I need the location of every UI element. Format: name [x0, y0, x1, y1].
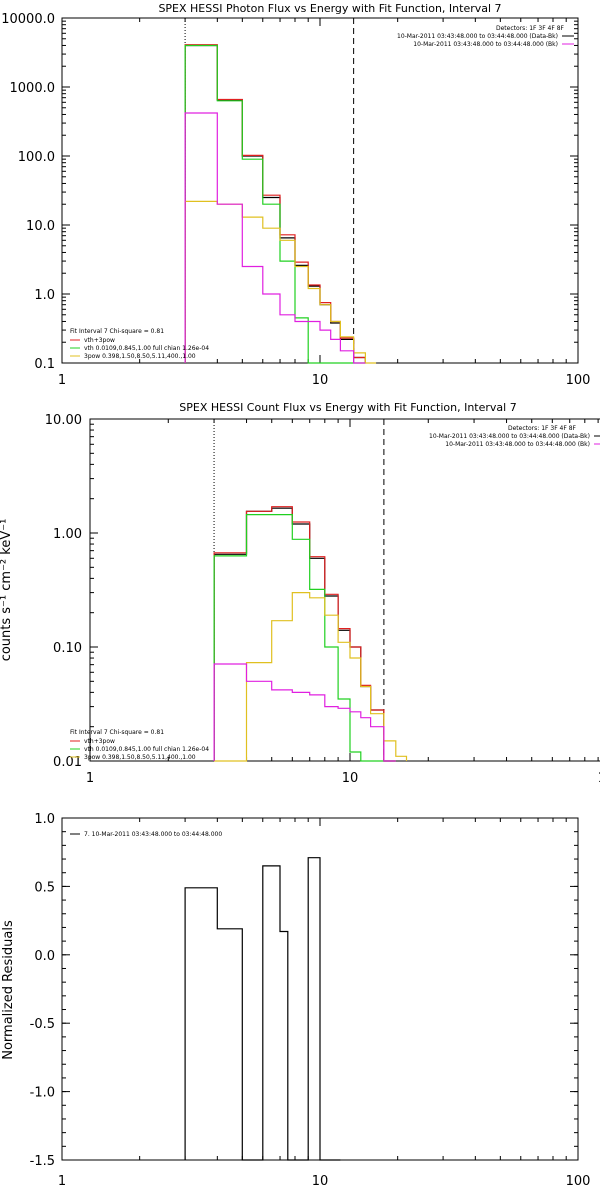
residuals-ylabel: Normalized Residuals: [1, 920, 16, 1060]
photon-flux-series: [185, 45, 376, 363]
series-vth-step-line: [214, 515, 396, 761]
legend-label: 3pow 0.398,1.50,8.50,5.11,400.,1.00: [84, 353, 196, 360]
count-flux-detectors-label: Detectors: 1F 3F 4F 8F: [508, 425, 577, 432]
count-flux-legend-top: 10-Mar-2011 03:43:48.000 to 03:44:48.000…: [429, 433, 600, 448]
series-total-step-line: [214, 507, 396, 761]
y-tick-label: 0.5: [34, 880, 55, 895]
residuals-panel: Normalized Residuals 1.0 0.5 0.0 -0.5 -1.0 -1…: [1, 812, 590, 1189]
legend-label: 3pow 0.398,1.50,8.50,5.11,400.,1.00: [84, 754, 196, 761]
y-tick-label: 0.1: [34, 357, 55, 372]
legend-label: vth 0.0109,0.845,1.00 full chian 1.26e-0…: [84, 345, 209, 352]
legend-label: 10-Mar-2011 03:43:48.000 to 03:44:48.000…: [445, 441, 590, 448]
y-tick-label: 1.00: [53, 527, 82, 542]
legend-label: 10-Mar-2011 03:43:48.000 to 03:44:48.000…: [429, 433, 590, 440]
x-tick-label: 10: [312, 1174, 329, 1189]
series-bk-step-line: [214, 664, 396, 761]
y-tick-label: 1.0: [34, 812, 55, 827]
y-tick-label: 0.0: [34, 949, 55, 964]
count-flux-ylabel: counts s⁻¹ cm⁻² keV⁻¹: [0, 519, 14, 662]
y-tick-label: 1000.0: [10, 81, 56, 96]
x-tick-label: 1: [58, 373, 66, 388]
residuals-legend: 7. 10-Mar-2011 03:43:48.000 to 03:44:48.…: [70, 831, 222, 838]
photon-flux-detectors-label: Detectors: 1F 3F 4F 8F: [496, 25, 565, 32]
y-tick-label: 0.10: [53, 641, 82, 656]
y-tick-label: -1.0: [30, 1086, 55, 1101]
legend-label: 10-Mar-2011 03:43:48.000 to 03:44:48.000…: [413, 41, 558, 48]
count-flux-series: [214, 507, 406, 761]
legend-label: vth+3pow: [84, 738, 115, 745]
series-3pow-step-line: [214, 593, 406, 761]
legend-label: vth+3pow: [84, 337, 115, 344]
photon-flux-plot-frame: [62, 18, 578, 363]
series-vth-step-line: [185, 46, 365, 364]
y-tick-label: 10.0: [26, 219, 55, 234]
y-tick-label: 10000.0: [1, 12, 55, 27]
series-residuals-step-line: [185, 858, 340, 1160]
photon-flux-panel: SPEX HESSI Photon Flux vs Energy with Fi…: [1, 2, 590, 388]
x-tick-label: 10: [342, 771, 359, 786]
residuals-series: [185, 858, 340, 1160]
y-tick-label: -1.5: [30, 1154, 55, 1169]
x-tick-label: 10: [312, 373, 329, 388]
residuals-ticks: 1.0 0.5 0.0 -0.5 -1.0 -1.51 10 100: [30, 812, 591, 1189]
photon-flux-title: SPEX HESSI Photon Flux vs Energy with Fi…: [158, 2, 501, 15]
y-tick-label: 1.0: [34, 288, 55, 303]
series-data-step-line: [214, 508, 396, 761]
legend-label: vth 0.0109,0.845,1.00 full chian 1.26e-0…: [84, 746, 209, 753]
x-tick-label: 1: [58, 1174, 66, 1189]
y-tick-label: 100.0: [18, 150, 55, 165]
count-flux-fit-label: Fit Interval 7 Chi-square = 0.81: [70, 729, 164, 736]
x-tick-label: 100: [566, 373, 591, 388]
y-tick-label: -0.5: [30, 1017, 55, 1032]
count-flux-title: SPEX HESSI Count Flux vs Energy with Fit…: [179, 401, 516, 414]
y-tick-label: 10.00: [45, 413, 82, 428]
x-tick-label: 1: [86, 771, 94, 786]
photon-flux-legend-top: 10-Mar-2011 03:43:48.000 to 03:44:48.000…: [397, 33, 574, 48]
x-tick-label: 100: [566, 1174, 591, 1189]
series-bk-step-line: [185, 113, 365, 363]
count-flux-plot-frame: [90, 419, 600, 761]
legend-label: 7. 10-Mar-2011 03:43:48.000 to 03:44:48.…: [84, 831, 222, 838]
photon-flux-fit-label: Fit Interval 7 Chi-square = 0.81: [70, 328, 164, 335]
legend-label: 10-Mar-2011 03:43:48.000 to 03:44:48.000…: [397, 33, 558, 40]
count-flux-panel: SPEX HESSI Count Flux vs Energy with Fit…: [0, 401, 600, 786]
count-flux-range-markers: [214, 419, 384, 761]
photon-flux-range-markers: [185, 18, 354, 363]
